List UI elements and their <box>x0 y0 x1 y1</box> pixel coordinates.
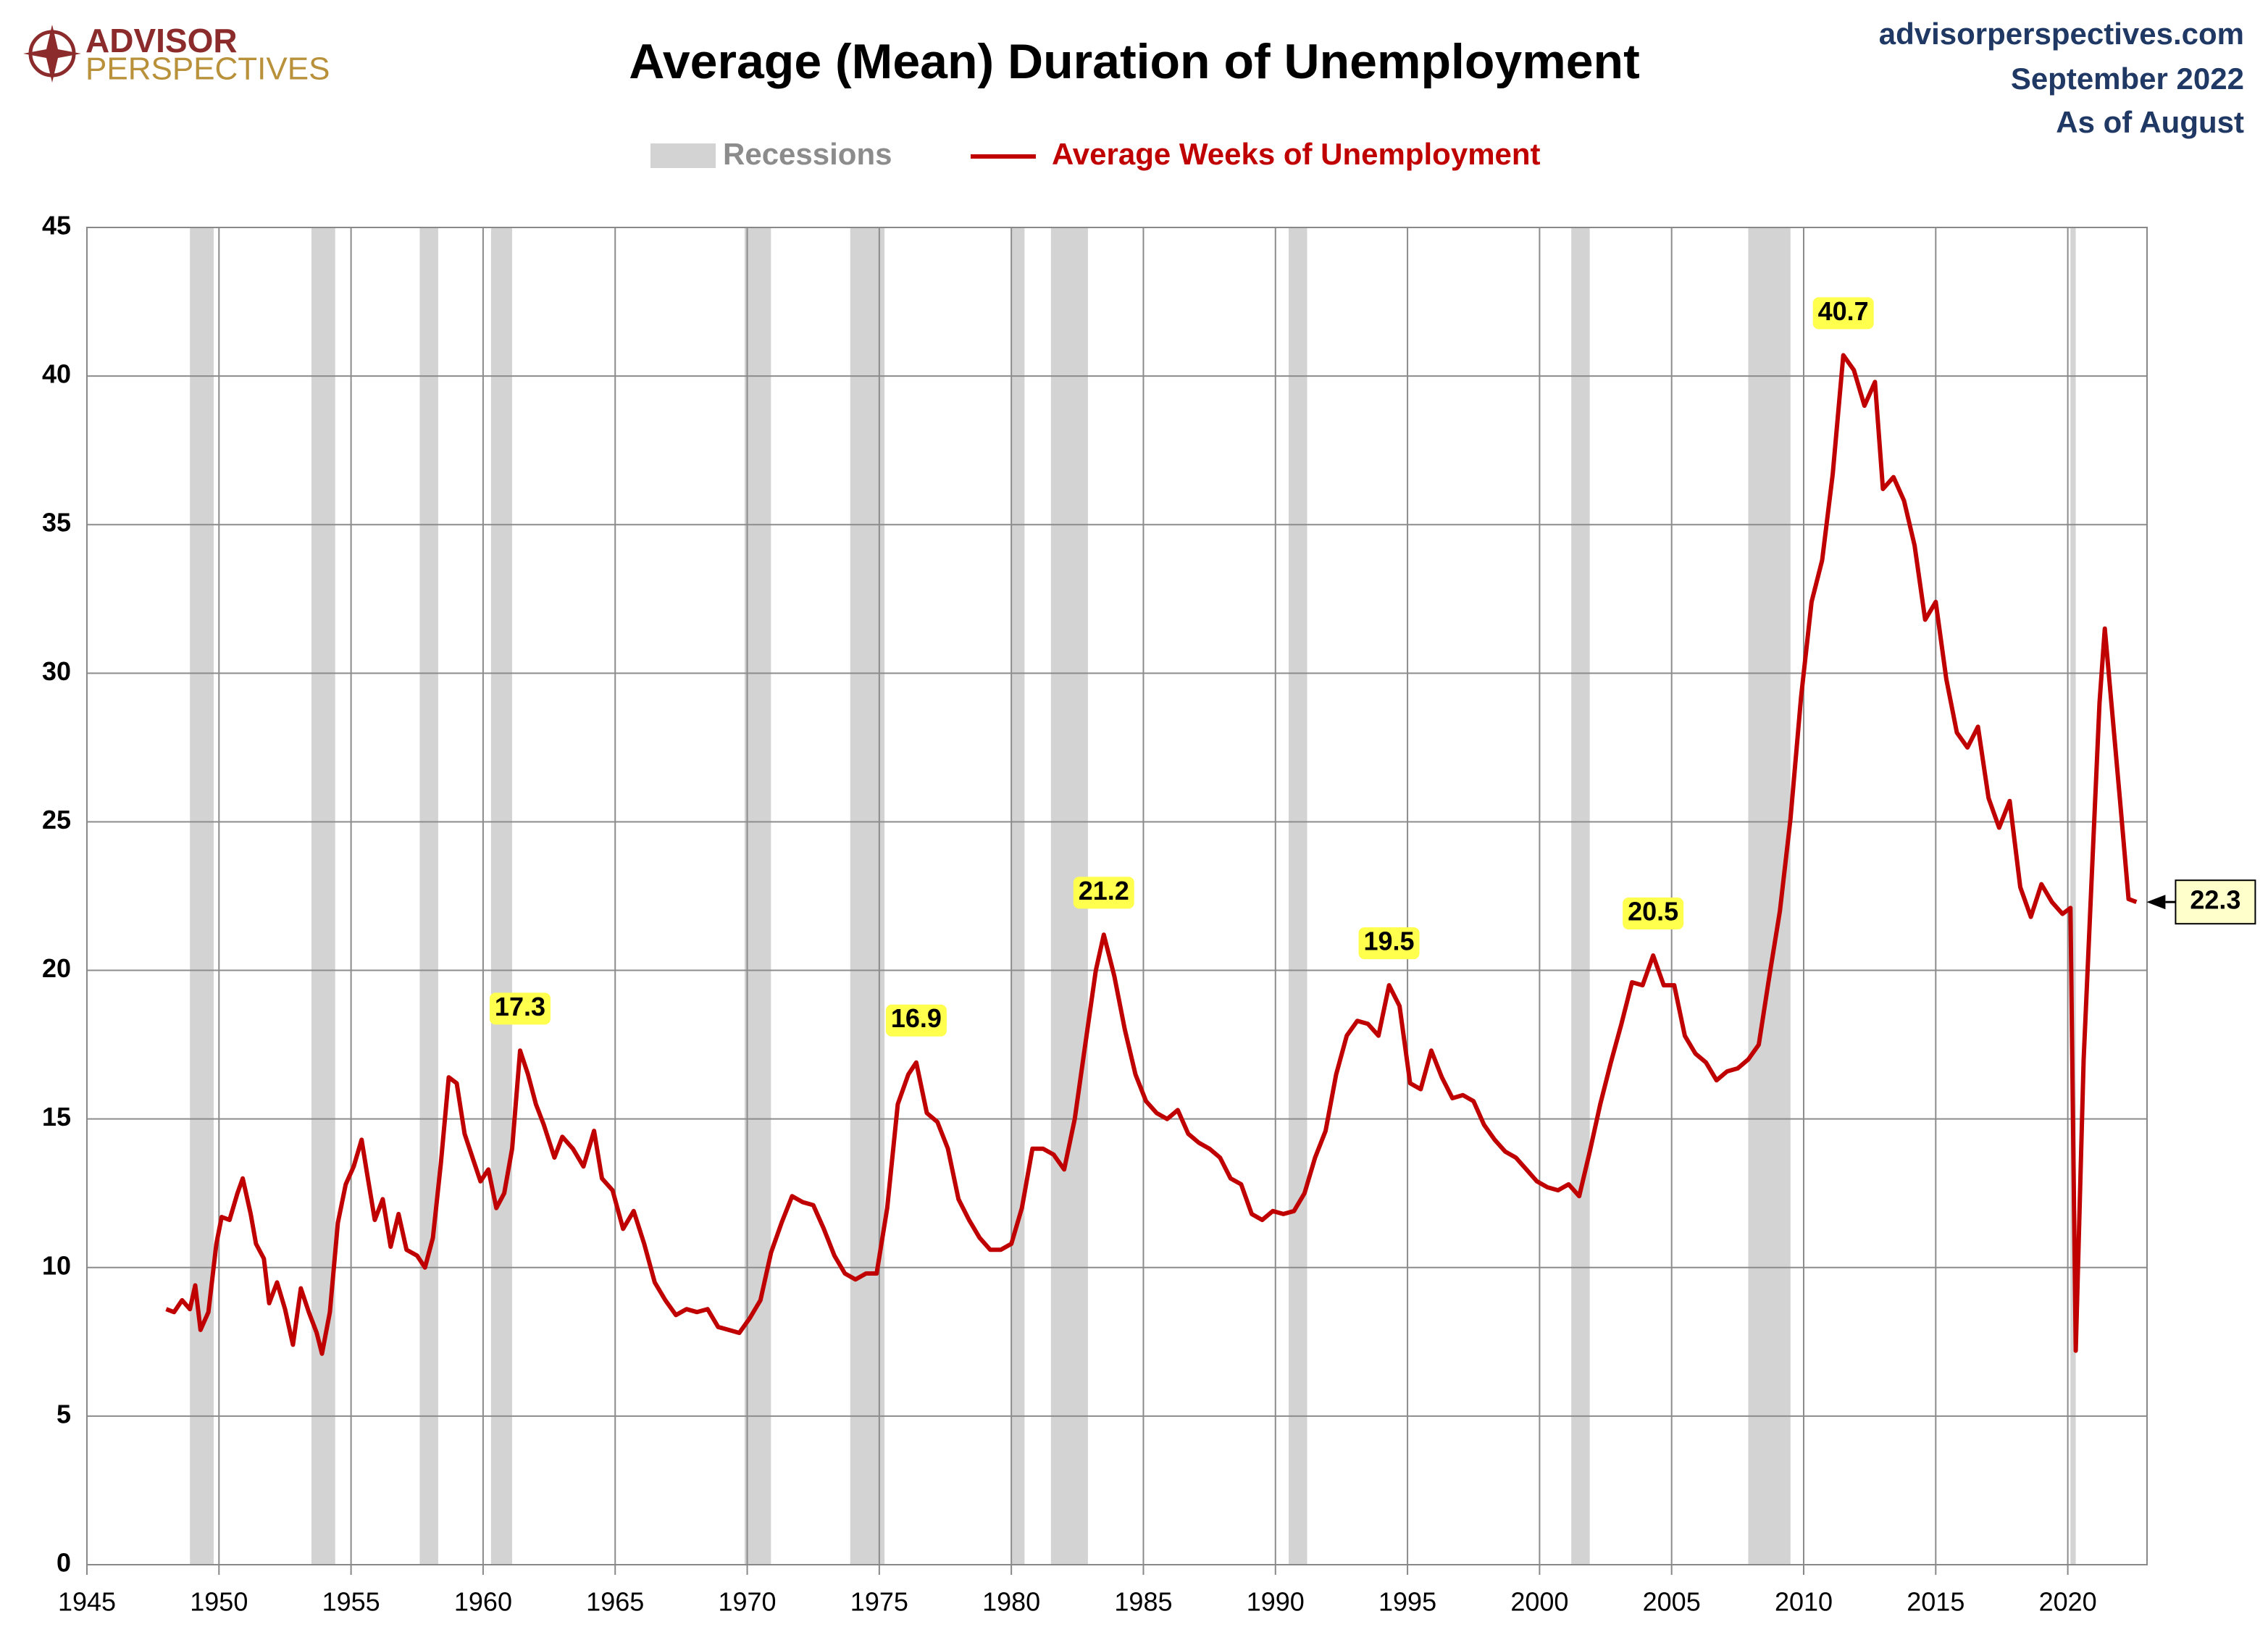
y-tick-label: 40 <box>42 359 71 389</box>
y-tick-label: 0 <box>57 1548 71 1578</box>
x-tick-label: 1955 <box>322 1587 380 1617</box>
x-tick-label: 1960 <box>454 1587 512 1617</box>
plot-frame <box>86 227 2148 1565</box>
recession-band <box>311 227 335 1565</box>
date: September 2022 <box>2011 62 2244 96</box>
x-tick-label: 1990 <box>1247 1587 1305 1617</box>
annotation-bg <box>885 1004 947 1037</box>
annotation-bg <box>1623 898 1684 930</box>
y-tick-label: 20 <box>42 953 71 983</box>
y-tick-label: 30 <box>42 656 71 686</box>
y-tick-label: 10 <box>42 1250 71 1280</box>
recession-band <box>2070 227 2076 1565</box>
recession-band <box>419 227 438 1565</box>
recession-band <box>1748 227 1791 1565</box>
recession-band <box>490 227 513 1565</box>
logo-line1: ADVISOR <box>85 22 238 59</box>
annotation-bg <box>1073 877 1134 909</box>
x-tick-label: 2005 <box>1643 1587 1701 1617</box>
x-tick-label: 2010 <box>1775 1587 1833 1617</box>
x-tick-label: 1950 <box>190 1587 248 1617</box>
chart-title: Average (Mean) Duration of Unemployment <box>629 34 1639 89</box>
site: advisorperspectives.com <box>1879 17 2244 51</box>
recession-band <box>1289 227 1307 1565</box>
data-line <box>165 353 2138 1356</box>
y-tick-label: 35 <box>42 508 71 538</box>
y-tick-label: 15 <box>42 1102 71 1132</box>
annotation-bg <box>1358 927 1420 960</box>
x-tick-label: 1970 <box>718 1587 776 1617</box>
annotation-label: 40.7 <box>1818 296 1869 326</box>
y-tick-label: 5 <box>57 1399 71 1429</box>
annotation-label: 19.5 <box>1364 927 1415 956</box>
y-tick-label: 25 <box>42 805 71 835</box>
y-tick-label: 45 <box>42 211 71 240</box>
recession-band <box>1571 227 1590 1565</box>
logo-star <box>23 25 81 83</box>
callout-label: 22.3 <box>2190 885 2240 915</box>
recession-band <box>1011 227 1025 1565</box>
x-tick-label: 1965 <box>586 1587 644 1617</box>
annotation-label: 21.2 <box>1079 876 1129 905</box>
x-tick-label: 2015 <box>1907 1587 1964 1617</box>
callout-arrow <box>2146 895 2166 910</box>
logo-line2: PERSPECTIVES <box>85 51 330 87</box>
x-tick-label: 2000 <box>1510 1587 1568 1617</box>
logo: ADVISOR PERSPECTIVES <box>23 22 330 87</box>
as-of: As of August <box>2056 105 2244 139</box>
x-tick-label: 1975 <box>850 1587 908 1617</box>
legend: Recessions Average Weeks of Unemployment <box>650 137 1541 171</box>
recession-band <box>744 227 771 1565</box>
legend-label: Average Weeks of Unemployment <box>1052 137 1541 171</box>
x-tick-label: 1945 <box>58 1587 116 1617</box>
annotation-label: 16.9 <box>891 1003 942 1033</box>
annotation-label: 17.3 <box>495 992 545 1021</box>
x-tick-label: 1980 <box>982 1587 1040 1617</box>
legend-label: Recessions <box>723 137 892 171</box>
x-tick-label: 2020 <box>2039 1587 2097 1617</box>
annotation-bg <box>489 992 551 1025</box>
annotation-label: 20.5 <box>1628 897 1678 927</box>
callout-box <box>2175 879 2256 925</box>
x-tick-label: 1985 <box>1114 1587 1172 1617</box>
legend-swatch <box>650 143 716 168</box>
annotation-bg <box>1812 297 1874 330</box>
x-tick-label: 1995 <box>1378 1587 1436 1617</box>
recession-band <box>190 227 214 1565</box>
